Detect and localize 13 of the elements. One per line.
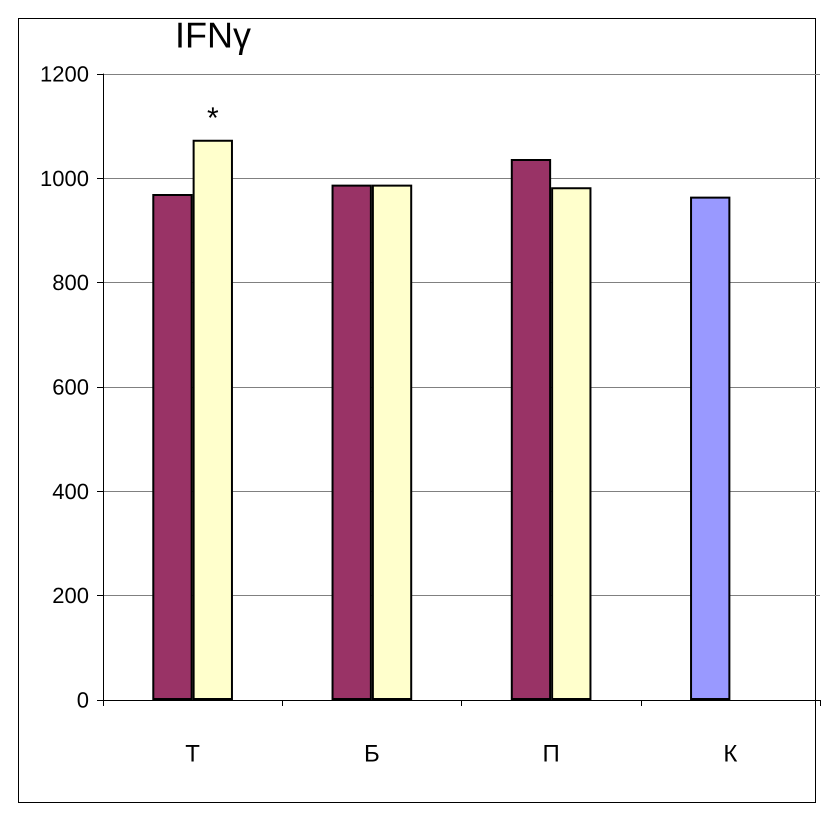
- chart-title: IFNγ: [175, 14, 251, 56]
- x-tick-label: П: [542, 740, 560, 768]
- annotation: *: [206, 102, 219, 136]
- y-tick-label: 0: [76, 688, 89, 712]
- x-tick-label: Т: [185, 740, 200, 768]
- y-tick-label: 600: [52, 374, 89, 400]
- x-tick-label: Б: [364, 740, 380, 768]
- y-tick-label: 1200: [40, 62, 89, 86]
- y-tick-label: 800: [52, 270, 89, 296]
- y-tick-label: 1000: [40, 166, 89, 191]
- y-tick-label: 200: [52, 583, 89, 608]
- y-tick-label: 400: [52, 478, 89, 504]
- x-tick-label: К: [723, 740, 738, 768]
